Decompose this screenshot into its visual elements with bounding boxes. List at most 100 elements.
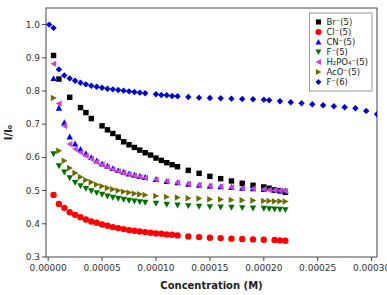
y-tick [42,124,46,125]
point [153,91,159,97]
point [88,218,94,224]
point [207,95,213,101]
point [50,61,56,67]
legend-marker [315,29,321,35]
point [228,205,234,211]
series [50,61,288,195]
point [62,158,68,164]
point [110,224,116,230]
point [250,96,256,102]
point [283,198,289,204]
x-tick [155,257,156,261]
point [121,139,126,144]
point [83,110,88,115]
point [158,231,164,237]
point [67,165,73,171]
point [196,182,202,188]
point [196,171,201,176]
legend-box [309,13,372,91]
x-tick-label: 0.00010 [137,263,174,273]
chart: 0.000000.000050.000100.000150.000200.000… [0,0,387,295]
point [126,198,132,204]
series [50,151,288,213]
point [137,89,143,95]
point [132,190,138,196]
point [266,97,272,103]
point [110,186,116,192]
x-tick-label: 0.00000 [30,263,67,273]
point [229,197,235,203]
point [331,103,337,109]
point [217,183,223,189]
point [67,134,73,140]
point [164,160,169,165]
point [153,201,159,207]
point [56,76,61,81]
point [88,82,94,88]
point [120,170,126,176]
point [250,197,256,203]
point [185,94,191,100]
point [115,168,121,174]
point [77,183,83,189]
y-axis-label: I/I₀ [3,125,14,140]
point [137,147,142,152]
point [153,155,158,160]
point [115,196,121,202]
point [228,184,234,190]
series [50,192,288,244]
point [99,123,104,128]
point [126,88,132,94]
point [78,105,83,110]
x-tick-label: 0.00020 [245,263,282,273]
point [271,187,277,193]
point [67,95,72,100]
point [50,151,56,157]
point [185,203,191,209]
legend-label: H₂PO₄⁻(5) [326,57,368,67]
point [218,196,224,202]
y-tick-label: 0.5 [26,186,40,196]
point [240,197,246,203]
point [126,227,132,233]
point [196,204,202,210]
legend-marker [315,59,321,65]
point [217,204,223,210]
point [126,171,132,177]
point [217,235,223,241]
point [207,235,213,241]
legend-marker [315,79,321,85]
point [250,205,256,211]
point [72,146,78,152]
point [126,189,132,195]
legend-label: AcO⁻(5) [326,67,360,77]
point [261,96,267,102]
point [94,181,100,187]
point [83,153,89,159]
point [266,206,272,212]
point [164,202,170,208]
point [352,105,358,111]
point [309,101,315,107]
point [164,178,170,184]
point [277,187,283,193]
point [126,142,131,147]
point [207,183,213,189]
point [261,198,267,204]
point [89,116,94,121]
point [89,179,95,185]
point [239,236,245,242]
legend-label: Br⁻(5) [326,17,352,27]
legend-marker [316,69,322,75]
point [207,174,212,179]
point [266,187,272,193]
legend-marker [316,19,321,24]
point [148,152,153,157]
point [142,229,148,235]
point [131,172,137,178]
point [72,180,78,186]
point [277,98,283,104]
legend-label: F⁻(6) [326,77,347,87]
point [261,206,267,212]
point [239,205,245,211]
